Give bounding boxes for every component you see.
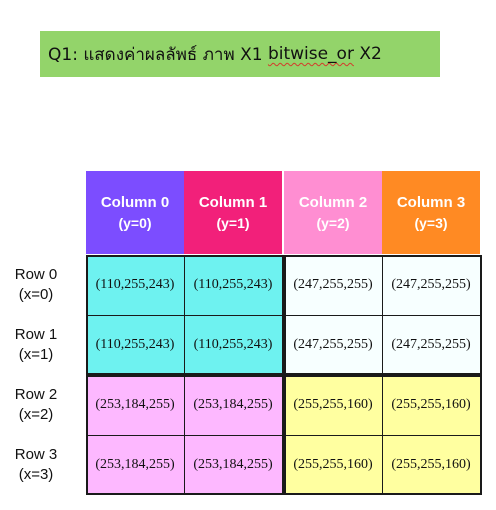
cell-3-2: (255,255,160) (284, 435, 382, 495)
column-header-3: Column 3 (y=3) (382, 171, 480, 254)
column-header-label: Column 1 (198, 193, 268, 211)
cell-0-0: (110,255,243) (86, 255, 184, 315)
column-header-2: Column 2 (y=2) (284, 171, 382, 254)
title-underlined-word: bitwise_or (267, 44, 354, 64)
row-header-sub: (x=3) (18, 466, 54, 483)
row-header-3: Row 3 (x=3) (0, 435, 72, 495)
cell-2-3: (255,255,160) (382, 375, 480, 435)
row-header-0: Row 0 (x=0) (0, 255, 72, 315)
cell-3-0: (253,184,255) (86, 435, 184, 495)
column-header-sub: (y=3) (414, 214, 448, 231)
cell-1-3: (247,255,255) (382, 315, 480, 375)
row-header-2: Row 2 (x=2) (0, 375, 72, 435)
row-header-1: Row 1 (x=1) (0, 315, 72, 375)
cell-1-2: (247,255,255) (284, 315, 382, 375)
title-prefix: Q1: แสดงค่าผลลัพธ์ ภาพ X1 (48, 44, 268, 65)
cell-0-3: (247,255,255) (382, 255, 480, 315)
column-header-1: Column 1 (y=1) (184, 171, 282, 254)
cell-2-0: (253,184,255) (86, 375, 184, 435)
column-header-0: Column 0 (y=0) (86, 171, 184, 254)
column-header-sub: (y=0) (118, 214, 152, 231)
row-header-sub: (x=2) (18, 406, 54, 423)
row-header-label: Row 0 (14, 266, 58, 283)
column-header-label: Column 3 (396, 193, 466, 211)
cell-1-1: (110,255,243) (184, 315, 282, 375)
row-header-label: Row 2 (14, 386, 58, 403)
cell-2-2: (255,255,160) (284, 375, 382, 435)
cell-0-1: (110,255,243) (184, 255, 282, 315)
column-header-sub: (y=1) (216, 214, 250, 231)
row-header-sub: (x=0) (18, 286, 54, 303)
column-header-label: Column 0 (100, 193, 170, 211)
row-header-label: Row 3 (14, 446, 58, 463)
cell-3-1: (253,184,255) (184, 435, 282, 495)
column-header-sub: (y=2) (316, 214, 350, 231)
cell-0-2: (247,255,255) (284, 255, 382, 315)
cell-1-0: (110,255,243) (86, 315, 184, 375)
cell-2-1: (253,184,255) (184, 375, 282, 435)
column-header-label: Column 2 (298, 193, 368, 211)
row-header-sub: (x=1) (18, 346, 54, 363)
cell-3-3: (255,255,160) (382, 435, 480, 495)
row-header-label: Row 1 (14, 326, 58, 343)
title-suffix: X2 (353, 44, 382, 64)
question-title: Q1: แสดงค่าผลลัพธ์ ภาพ X1 bitwise_or X2 (40, 31, 440, 77)
